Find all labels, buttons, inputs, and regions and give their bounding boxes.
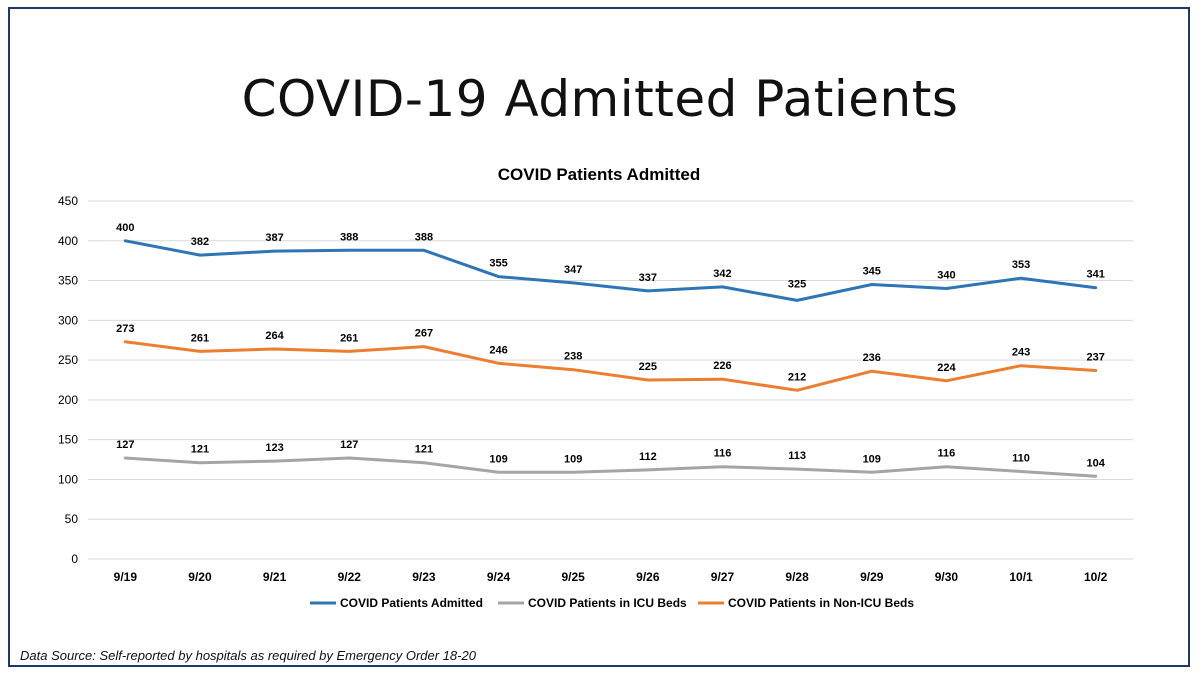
data-label: 110 — [1012, 452, 1030, 464]
data-label: 109 — [564, 453, 582, 465]
x-tick-label: 9/26 — [636, 570, 660, 584]
y-tick-label: 400 — [58, 234, 78, 248]
x-tick-label: 10/2 — [1084, 570, 1108, 584]
data-label: 226 — [713, 360, 731, 372]
data-label: 238 — [564, 351, 582, 363]
data-label: 388 — [415, 231, 433, 243]
x-tick-label: 9/22 — [338, 570, 362, 584]
data-label: 261 — [340, 332, 358, 344]
legend-label: COVID Patients Admitted — [340, 596, 483, 610]
data-label: 355 — [489, 258, 507, 270]
data-label: 246 — [489, 344, 507, 356]
y-tick-label: 450 — [58, 194, 78, 208]
data-label: 341 — [1086, 269, 1104, 281]
data-label: 237 — [1086, 351, 1104, 363]
data-label: 342 — [713, 268, 731, 280]
data-label: 225 — [639, 361, 657, 373]
data-label: 387 — [265, 232, 283, 244]
x-tick-label: 9/27 — [711, 570, 735, 584]
legend-label: COVID Patients in ICU Beds — [528, 596, 687, 610]
y-tick-label: 350 — [58, 274, 78, 288]
series-line-1 — [123, 456, 1098, 478]
data-label: 236 — [863, 352, 881, 364]
data-label: 267 — [415, 328, 433, 340]
data-label: 382 — [191, 236, 209, 248]
y-tick-label: 0 — [71, 552, 78, 566]
series-line-2 — [123, 340, 1098, 392]
y-tick-label: 100 — [58, 472, 78, 486]
data-label: 224 — [937, 362, 956, 374]
x-tick-label: 9/24 — [487, 570, 511, 584]
series-lines — [123, 239, 1098, 478]
data-label: 212 — [788, 371, 806, 383]
data-label: 325 — [788, 278, 806, 290]
data-label: 273 — [116, 323, 134, 335]
data-label: 121 — [415, 444, 433, 456]
data-label: 127 — [340, 439, 358, 451]
data-label: 243 — [1012, 347, 1030, 359]
data-label: 121 — [191, 444, 209, 456]
data-label: 261 — [191, 332, 209, 344]
y-tick-label: 200 — [58, 393, 78, 407]
legend: COVID Patients Admitted COVID Patients in… — [310, 596, 914, 610]
data-label: 337 — [639, 272, 657, 284]
slide-title: COVID-19 Admitted Patients — [241, 70, 959, 128]
data-label: 127 — [116, 439, 134, 451]
gridlines — [88, 200, 1133, 560]
data-label: 353 — [1012, 259, 1030, 271]
data-label: 116 — [938, 448, 956, 460]
data-label: 340 — [937, 270, 955, 282]
data-label: 123 — [265, 442, 283, 454]
x-tick-label: 9/29 — [860, 570, 884, 584]
data-label: 264 — [265, 330, 284, 342]
series-line-0 — [123, 239, 1098, 302]
y-axis-ticks: 0 50 100 150 200 250 300 350 400 450 — [58, 194, 78, 566]
data-label: 400 — [116, 222, 134, 234]
data-labels: 400 382 387 388 388 355 347 337 342 325 345 340 353 3… — [116, 222, 1106, 469]
data-label: 112 — [639, 451, 657, 463]
data-label: 104 — [1086, 457, 1105, 469]
y-tick-label: 150 — [58, 433, 78, 447]
x-tick-label: 9/20 — [188, 570, 212, 584]
chart-title: COVID Patients Admitted — [498, 165, 700, 184]
data-label: 116 — [714, 448, 732, 460]
data-label: 388 — [340, 231, 358, 243]
data-label: 113 — [788, 450, 806, 462]
legend-label: COVID Patients in Non-ICU Beds — [728, 596, 914, 610]
x-tick-label: 9/21 — [263, 570, 287, 584]
x-tick-label: 9/30 — [935, 570, 959, 584]
data-label: 109 — [489, 453, 507, 465]
x-tick-label: 9/28 — [785, 570, 809, 584]
data-source-note: Data Source: Self-reported by hospitals … — [20, 648, 476, 663]
x-tick-label: 10/1 — [1009, 570, 1033, 584]
y-tick-label: 50 — [65, 512, 79, 526]
data-label: 345 — [863, 266, 881, 278]
x-axis-ticks: 9/19 9/20 9/21 9/22 9/23 9/24 9/25 9/26 9/27 9/28… — [114, 570, 1108, 584]
x-tick-label: 9/19 — [114, 570, 138, 584]
slide-frame — [8, 7, 1190, 667]
data-label: 347 — [564, 264, 582, 276]
data-label: 109 — [863, 453, 881, 465]
y-tick-label: 250 — [58, 353, 78, 367]
x-tick-label: 9/25 — [561, 570, 585, 584]
x-tick-label: 9/23 — [412, 570, 436, 584]
y-tick-label: 300 — [58, 313, 78, 327]
